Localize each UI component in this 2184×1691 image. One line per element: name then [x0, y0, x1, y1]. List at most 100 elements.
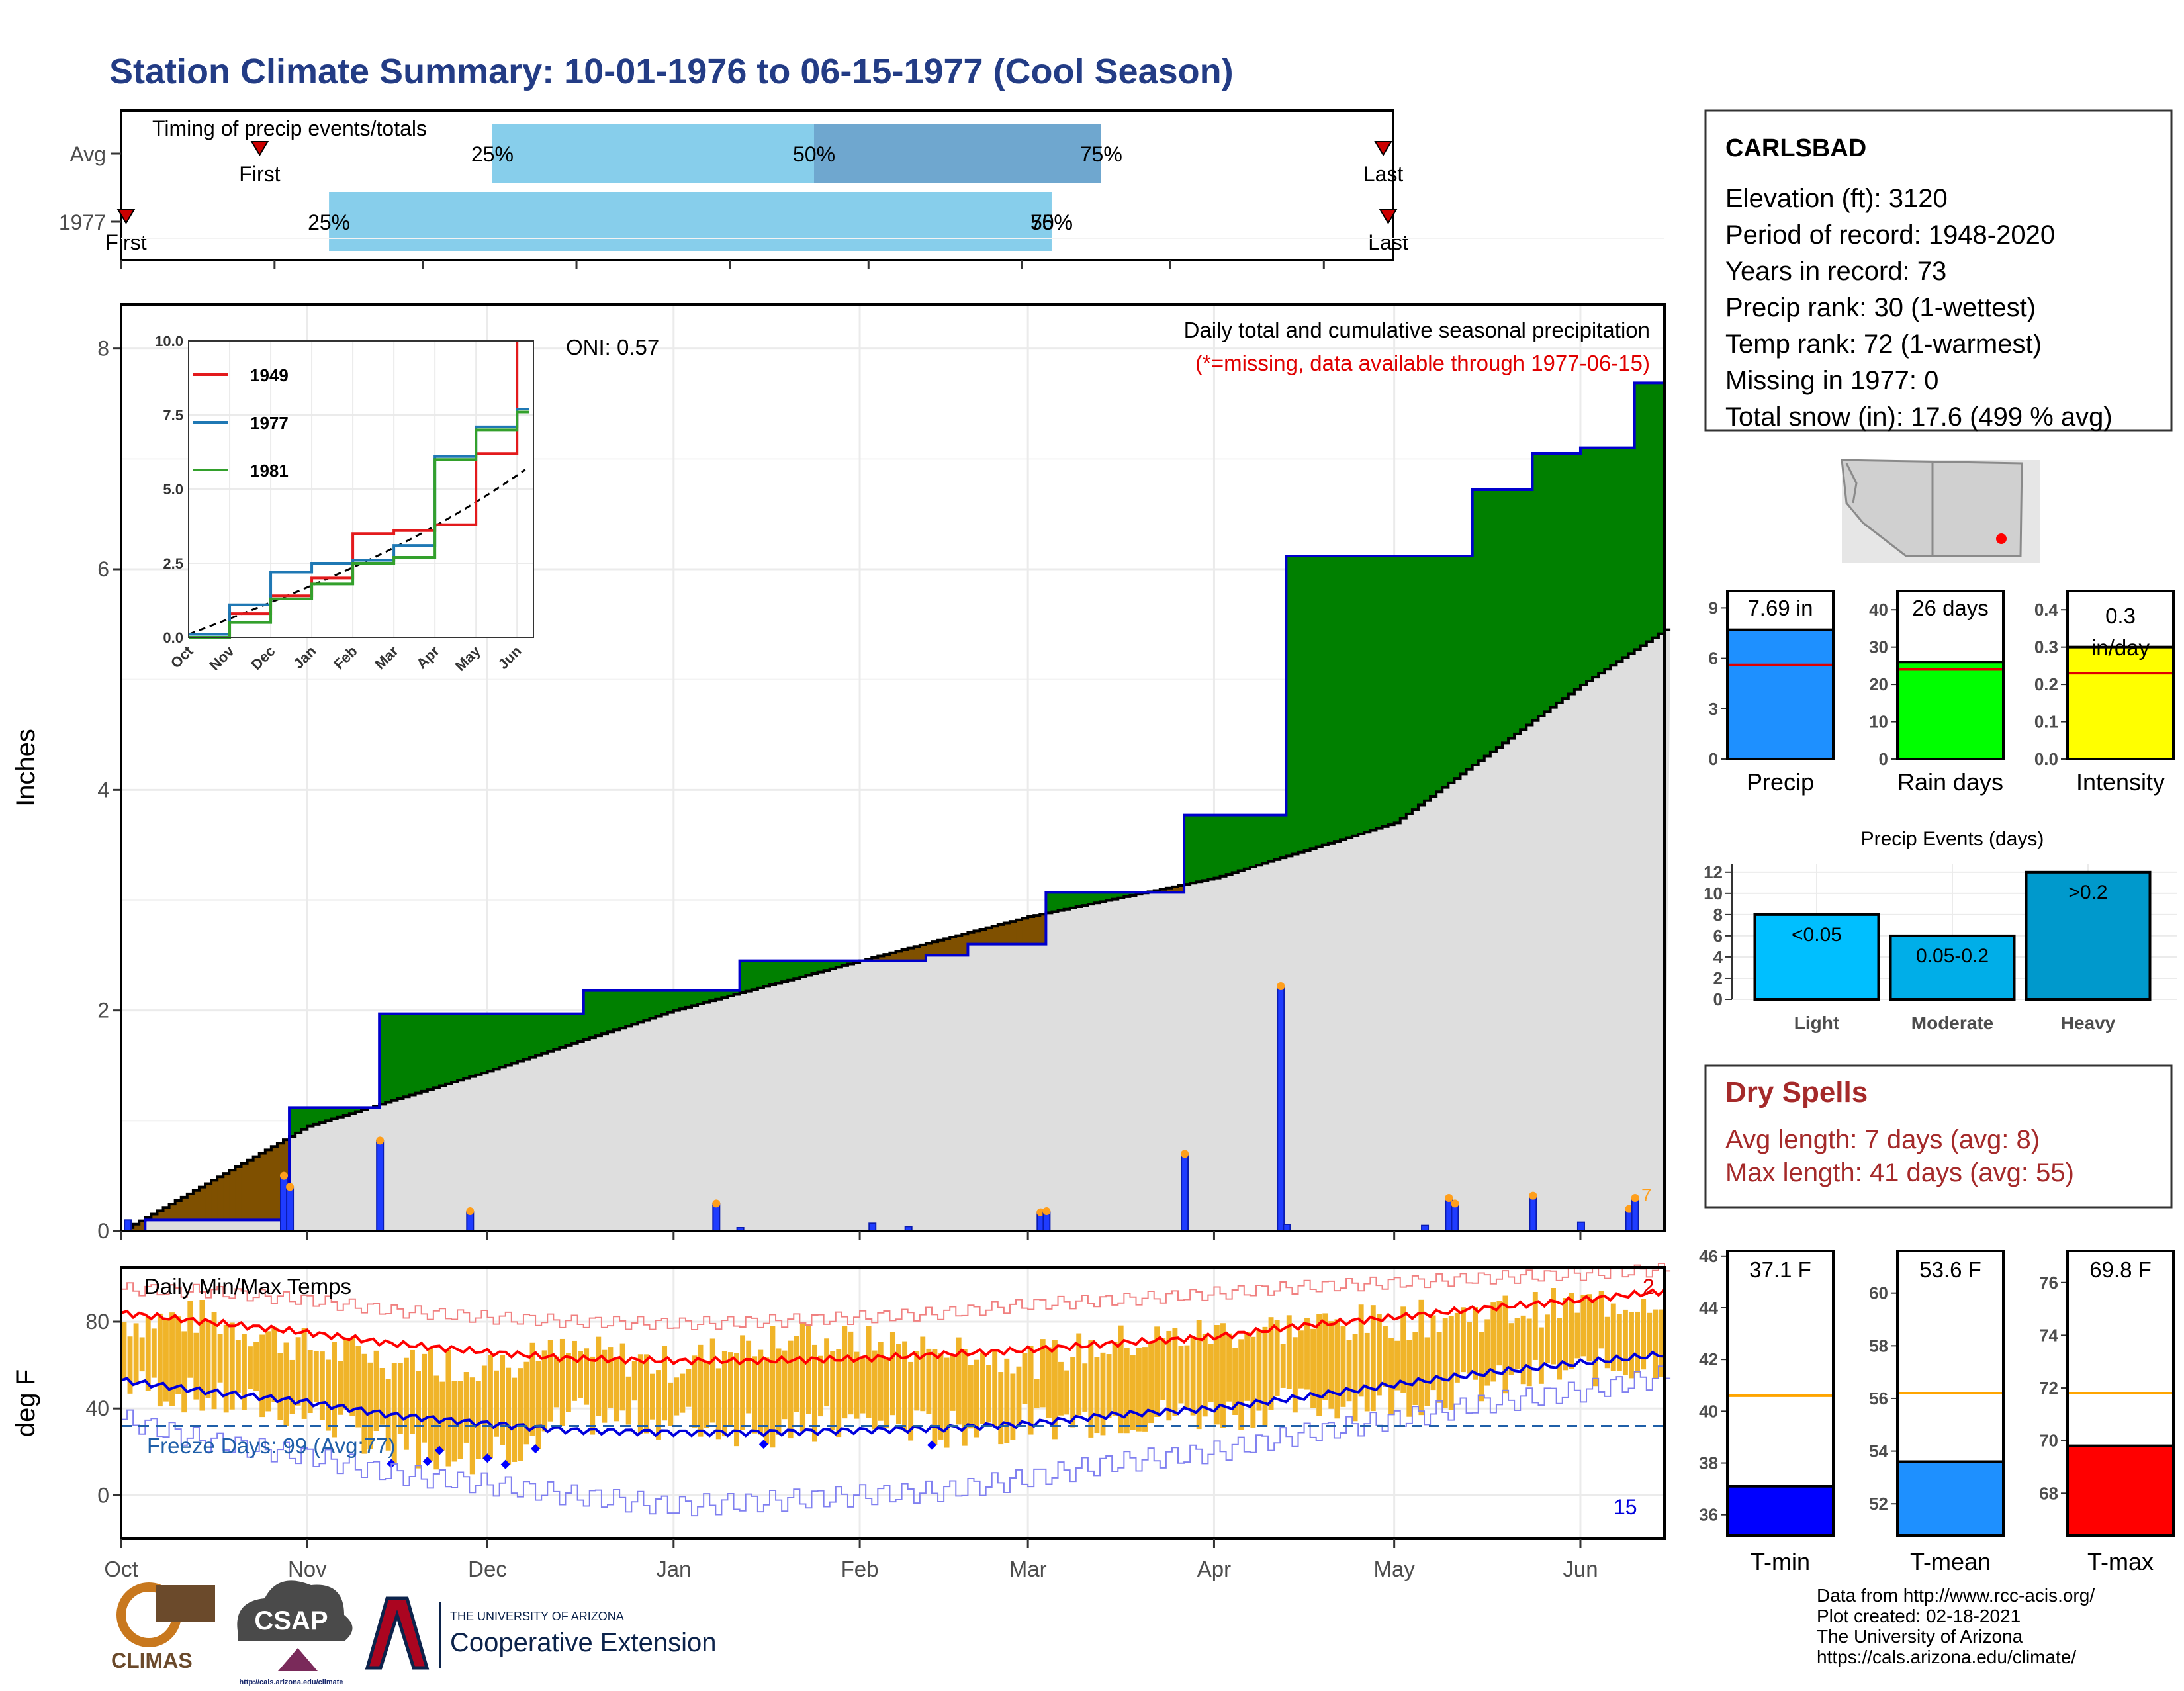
summary-value-text: 26 days: [1912, 596, 1989, 620]
daily-temp-bar: [992, 1349, 998, 1426]
dry-spells-max: Max length: 41 days (avg: 55): [1725, 1158, 2074, 1187]
daily-temp-bar: [332, 1342, 337, 1438]
location-map: [1841, 459, 2040, 563]
month-label: Dec: [468, 1557, 507, 1581]
summary-bar-2: [2066, 645, 2175, 761]
below-avg-area: [169, 1204, 176, 1220]
above-avg-area: [1124, 892, 1131, 897]
daily-temp-bar: [1160, 1338, 1166, 1400]
temp-summary-bar-1: [1896, 1460, 2005, 1537]
month-label: May: [1374, 1557, 1416, 1581]
below-avg-area: [884, 954, 891, 961]
daily-snow-marker: [279, 1171, 288, 1180]
summary-bar-label: Rain days: [1897, 768, 2003, 796]
above-avg-area: [805, 960, 813, 976]
below-avg-area: [991, 926, 999, 944]
summary-bar-label: Intensity: [2076, 768, 2165, 796]
summary-ytick-label: 0.2: [2034, 674, 2058, 694]
daily-temp-bar: [625, 1376, 631, 1425]
daily-precip-bar: [1529, 1195, 1537, 1232]
above-avg-area: [499, 1013, 506, 1068]
daily-temp-bar: [889, 1332, 895, 1416]
daily-temp-bar: [1262, 1326, 1268, 1427]
above-avg-area: [385, 1013, 392, 1103]
daily-temp-bar: [1172, 1327, 1178, 1416]
temp-summary-frame: [2066, 1250, 2175, 1537]
above-avg-area: [799, 960, 807, 977]
daily-temp-bar: [643, 1354, 649, 1434]
daily-temp-bar: [686, 1369, 692, 1407]
below-avg-area: [901, 950, 909, 961]
below-avg-area: [265, 1150, 272, 1220]
daily-temp-bar: [956, 1337, 962, 1425]
daily-precip-bar: [124, 1219, 132, 1232]
temp-summary-ytick-label: 40: [1699, 1401, 1718, 1421]
precip-ytick-label: 0: [97, 1219, 109, 1243]
below-avg-area: [259, 1153, 266, 1220]
above-avg-area: [343, 1107, 350, 1115]
daily-snow-marker: [1042, 1207, 1051, 1215]
daily-temp-bar: [938, 1353, 944, 1440]
above-avg-area: [1064, 892, 1071, 909]
daily-temp-bar: [668, 1382, 674, 1426]
below-avg-area: [229, 1170, 236, 1220]
daily-temp-bar: [1100, 1352, 1106, 1436]
above-avg-area: [1496, 490, 1503, 748]
above-avg-area: [313, 1107, 320, 1124]
daily-temp-bar: [1130, 1355, 1136, 1430]
below-avg-area: [193, 1190, 200, 1220]
above-avg-area: [1526, 490, 1533, 725]
csap-cloud-icon: [237, 1580, 353, 1641]
above-avg-area: [1580, 447, 1587, 685]
daily-temp-bar: [662, 1346, 668, 1421]
above-avg-area: [1586, 447, 1593, 682]
daily-temp-bar: [187, 1301, 193, 1378]
daily-temp-bar: [1340, 1326, 1346, 1407]
above-avg-area: [631, 990, 638, 1025]
daily-temp-bar: [1383, 1326, 1388, 1387]
daily-temp-bar: [1580, 1294, 1586, 1357]
temp-summary-ytick-label: 52: [1869, 1494, 1888, 1514]
daily-temp-bar: [1286, 1315, 1292, 1389]
daily-snow-marker: [712, 1199, 721, 1208]
above-avg-area: [829, 960, 837, 969]
credit-line: https://cals.arizona.edu/climate/: [1817, 1647, 2076, 1667]
temp-summary-value: 69.8 F: [2089, 1257, 2152, 1282]
below-avg-area: [878, 956, 884, 961]
above-avg-area: [769, 960, 776, 985]
daily-precip-bar: [712, 1203, 721, 1232]
below-avg-area: [950, 937, 956, 956]
station-name: CARLSBAD: [1725, 134, 1866, 162]
daily-temp-bar: [1040, 1339, 1046, 1408]
daily-temp-bar: [1106, 1354, 1112, 1418]
below-avg-area: [181, 1197, 188, 1220]
daily-temp-bar: [794, 1336, 799, 1412]
summary-bar-1: [1896, 661, 2005, 760]
daily-temp-bar: [1526, 1318, 1532, 1387]
precip-panel: 0 2 4 6 8 Daily total and cumulative seasonal…: [11, 238, 1671, 1243]
above-avg-area: [1298, 556, 1305, 852]
above-avg-area: [1081, 892, 1089, 906]
daily-temp-bar: [962, 1349, 968, 1446]
above-avg-area: [1118, 892, 1124, 898]
daily-temp-bar: [884, 1359, 889, 1429]
daily-temp-bar: [974, 1359, 979, 1438]
temp-ytick-label: 0: [97, 1483, 109, 1507]
daily-temp-bar: [1520, 1315, 1526, 1385]
above-avg-area: [1268, 815, 1275, 862]
above-avg-area: [1190, 815, 1197, 884]
above-avg-area: [547, 1013, 554, 1052]
above-avg-area: [1352, 556, 1359, 836]
daily-temp-bar: [1586, 1294, 1592, 1362]
summary-ytick-label: 0.4: [2034, 600, 2059, 619]
above-avg-area: [319, 1107, 326, 1123]
below-avg-area: [133, 1224, 140, 1231]
daily-temp-bar: [1424, 1337, 1430, 1406]
daily-temp-bar: [1178, 1346, 1184, 1404]
precip-ytick-label: 2: [97, 999, 109, 1023]
above-avg-area: [1628, 447, 1635, 654]
events-title: Precip Events (days): [1861, 828, 2044, 850]
daily-temp-bar: [578, 1351, 583, 1398]
above-avg-area: [811, 960, 819, 974]
